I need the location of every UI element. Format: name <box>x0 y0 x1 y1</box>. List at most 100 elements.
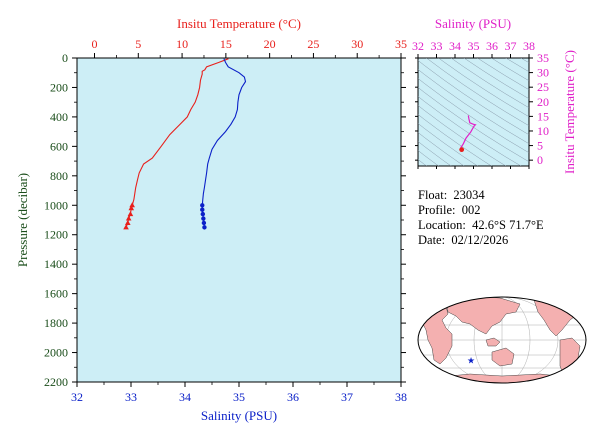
ts-density-contour <box>438 58 529 117</box>
ts-density-contour <box>418 105 507 166</box>
temperature-data-point <box>129 202 135 208</box>
ts-temperature-axis-title: Insitu Temperature (°C) <box>562 50 577 174</box>
pressure-tick-label: 200 <box>50 80 68 94</box>
ts-density-contour <box>418 60 529 135</box>
ts-temperature-tick-label: 20 <box>537 95 549 109</box>
ts-salinity-tick-label: 35 <box>468 39 480 53</box>
salinity-tick-label: 37 <box>341 390 353 404</box>
temperature-tick-label: 25 <box>307 37 319 51</box>
salinity-tick-label: 34 <box>179 390 191 404</box>
salinity-tick-label: 36 <box>287 390 299 404</box>
float-info-line: Float: 23034 <box>418 188 485 203</box>
ts-temperature-tick-label: 15 <box>537 109 549 123</box>
pressure-tick-label: 1200 <box>44 228 68 242</box>
ts-density-contour <box>450 58 529 108</box>
profile-plot-ticks: 0200400600800100012001400160018002000220… <box>44 37 407 404</box>
salinity-data-point <box>202 225 207 230</box>
date-value: 02/12/2026 <box>451 233 509 247</box>
ts-salinity-tick-label: 32 <box>412 39 424 53</box>
ts-density-contour <box>418 87 529 162</box>
salinity-data-point <box>200 207 205 212</box>
map-land-australia <box>491 347 515 367</box>
profile-plot: 0200400600800100012001400160018002000220… <box>15 16 407 423</box>
ts-density-contour <box>505 58 529 72</box>
ts-density-contour <box>520 58 529 63</box>
profile-value: 002 <box>461 203 481 217</box>
salinity-data-point <box>201 220 207 226</box>
temperature-tick-label: 20 <box>264 37 276 51</box>
temperature-tick-label: 30 <box>351 37 363 51</box>
map-land-asia <box>445 297 521 335</box>
location-info-line: Location: 42.6°S 71.7°E <box>418 218 544 233</box>
salinity-data-point <box>201 216 206 221</box>
profile-info-line: Profile: 002 <box>418 203 481 218</box>
pressure-tick-label: 800 <box>50 169 68 183</box>
map-border <box>417 296 587 384</box>
salinity-tick-label: 38 <box>395 390 407 404</box>
ts-density-contour <box>463 58 529 99</box>
pressure-axis-title: Pressure (decibar) <box>15 173 30 267</box>
temperature-axis-title: Insitu Temperature (°C) <box>177 16 301 31</box>
float-location-marker: ★ <box>467 355 475 365</box>
ts-salinity-tick-label: 37 <box>505 39 517 53</box>
ts-salinity-axis-title: Salinity (PSU) <box>435 16 511 31</box>
temperature-data-point <box>127 211 134 217</box>
map-land-south-america <box>559 337 581 377</box>
ts-temperature-tick-label: 35 <box>537 51 549 65</box>
temperature-tick-label: 0 <box>92 37 98 51</box>
ts-temperature-tick-label: 5 <box>537 139 543 153</box>
ts-salinity-tick-label: 33 <box>431 39 443 53</box>
ts-density-contour <box>490 58 529 81</box>
ts-salinity-tick-label: 34 <box>449 39 461 53</box>
date-label: Date: <box>418 233 446 247</box>
pressure-tick-label: 1000 <box>44 198 68 212</box>
temperature-tick-label: 10 <box>176 37 188 51</box>
ts-diagram-series <box>459 115 477 153</box>
temperature-data-point <box>128 205 135 211</box>
pressure-tick-label: 1600 <box>44 287 68 301</box>
ts-density-contour <box>418 123 478 166</box>
date-info-line: Date: 02/12/2026 <box>418 233 508 248</box>
ts-density-contour <box>418 132 465 166</box>
temperature-data-point <box>123 224 129 230</box>
pressure-tick-label: 1400 <box>44 257 68 271</box>
ts-diagram-background <box>417 57 530 167</box>
ts-density-contour <box>418 96 522 166</box>
float-value: 23034 <box>453 188 485 202</box>
ts-density-contour <box>418 69 529 144</box>
pressure-tick-label: 600 <box>50 139 68 153</box>
ts-salinity-tick-label: 38 <box>523 39 535 53</box>
float-label: Float: <box>418 188 448 202</box>
pressure-tick-label: 0 <box>62 51 68 65</box>
ts-temperature-tick-label: 0 <box>537 153 543 167</box>
map-land-antarctica <box>429 373 577 383</box>
map-land-indonesia <box>485 337 501 347</box>
location-label: Location: <box>418 218 466 232</box>
salinity-tick-label: 32 <box>71 390 83 404</box>
salinity-axis-title: Salinity (PSU) <box>201 408 277 423</box>
ts-salinity-tick-label: 36 <box>486 39 498 53</box>
pressure-tick-label: 1800 <box>44 316 68 330</box>
temperature-tick-label: 15 <box>220 37 232 51</box>
ts-temperature-tick-label: 25 <box>537 80 549 94</box>
ts-density-contours <box>388 0 549 166</box>
pressure-tick-label: 2200 <box>44 375 68 389</box>
salinity-data-point <box>200 211 206 217</box>
ts-end-point <box>459 147 465 153</box>
location-value: 42.6°S 71.7°E <box>472 218 544 232</box>
salinity-data-point <box>200 203 205 208</box>
pressure-tick-label: 2000 <box>44 346 68 360</box>
profile-label: Profile: <box>418 203 456 217</box>
ts-temperature-tick-label: 30 <box>537 66 549 80</box>
profile-plot-background <box>76 57 402 383</box>
ts-density-contour <box>426 58 529 126</box>
ts-density-contour <box>418 78 529 153</box>
map-land-greenland <box>571 297 585 311</box>
ts-density-contour <box>418 114 492 166</box>
temperature-tick-label: 35 <box>395 37 407 51</box>
ts-density-contour <box>388 0 549 65</box>
location-map: ★ <box>417 296 587 384</box>
temperature-data-point <box>125 215 132 221</box>
